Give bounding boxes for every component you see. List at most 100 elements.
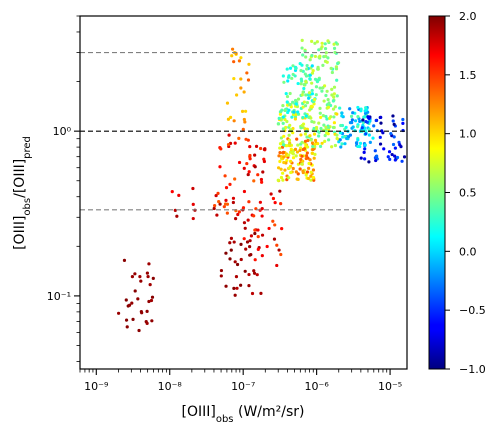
scatter-point [287, 133, 291, 137]
x-tick-label: 10⁻⁷ [231, 380, 255, 393]
scatter-point [279, 252, 283, 257]
scatter-point [124, 318, 129, 322]
scatter-point [277, 116, 281, 120]
scatter-point [296, 110, 300, 114]
scatter-point [289, 147, 293, 151]
scatter-point [343, 142, 347, 146]
scatter-point [239, 242, 243, 246]
scatter-point [288, 66, 293, 70]
scatter-point [300, 46, 304, 50]
scatter-point [237, 210, 241, 214]
scatter-point [281, 121, 285, 125]
scatter-point [317, 121, 321, 125]
scatter-point [216, 191, 220, 196]
x-axis-ticks: 10⁻⁹ 10⁻⁸ 10⁻⁷ 10⁻⁶ 10⁻⁵ [79, 369, 402, 393]
scatter-point [234, 275, 239, 279]
scatter-point [339, 123, 343, 128]
scatter-point [260, 207, 264, 211]
scatter-point [284, 91, 288, 96]
scatter-point [232, 60, 236, 64]
scatter-point [327, 101, 331, 105]
scatter-point [316, 142, 320, 146]
scatter-point [283, 168, 287, 172]
scatter-point [242, 221, 247, 225]
scatter-point [289, 128, 293, 132]
scatter-point [299, 157, 303, 161]
y-tick-label: 10⁻¹ [47, 290, 71, 303]
scatter-point [373, 149, 377, 153]
scatter-point [311, 69, 315, 73]
scatter-point [218, 165, 222, 169]
scatter-point [248, 153, 252, 158]
scatter-point [145, 271, 149, 275]
scatter-point [312, 126, 316, 131]
scatter-point [230, 47, 235, 51]
scatter-point [259, 177, 264, 182]
scatter-point [300, 93, 304, 97]
scatter-point [329, 115, 333, 119]
scatter-point [309, 178, 313, 182]
scatter-point [191, 202, 195, 206]
scatter-point [246, 218, 250, 222]
scatter-point [335, 112, 339, 116]
scatter-point [305, 63, 309, 68]
scatter-point [306, 145, 310, 149]
scatter-point [305, 135, 309, 139]
scatter-point [233, 260, 237, 264]
scatter-point [237, 136, 241, 140]
scatter-point [291, 100, 295, 104]
scatter-point [301, 53, 305, 57]
scatter-point [239, 86, 243, 90]
scatter-point [293, 117, 297, 121]
scatter-point [326, 105, 331, 109]
scatter-point [239, 77, 243, 81]
scatter-point [213, 204, 217, 208]
scatter-point [285, 158, 289, 163]
scatter-point [329, 66, 333, 70]
scatter-point [363, 115, 367, 119]
scatter-point [379, 121, 383, 125]
scatter-point [363, 111, 368, 115]
scatter-point [278, 189, 282, 193]
scatter-point [378, 115, 382, 120]
scatter-point [310, 104, 314, 108]
scatter-point [283, 108, 287, 113]
scatter-point [332, 85, 337, 89]
scatter-point [253, 165, 257, 169]
scatter-point [261, 170, 265, 174]
scatter-point [391, 142, 396, 147]
scatter-point [310, 39, 314, 43]
scatter-point [280, 227, 284, 231]
scatter-point [355, 141, 359, 145]
scatter-point [242, 90, 246, 94]
y-tick-label: 10⁰ [53, 125, 72, 138]
scatter-point [310, 141, 315, 145]
scatter-point [286, 79, 290, 83]
scatter-point [253, 258, 257, 262]
scatter-point [285, 100, 289, 104]
scatter-point [313, 142, 317, 146]
scatter-point [360, 126, 364, 130]
scatter-point [336, 61, 340, 66]
scatter-point [133, 289, 137, 293]
scatter-point [382, 147, 386, 151]
scatter-point [148, 283, 152, 287]
scatter-point [358, 119, 362, 123]
scatter-point [276, 122, 281, 126]
scatter-point [349, 114, 354, 118]
scatter-point [287, 176, 291, 180]
scatter-point [324, 51, 328, 55]
scatter-point [247, 62, 251, 66]
scatter-point [232, 119, 236, 123]
scatter-point [332, 92, 336, 96]
scatter-point [224, 251, 228, 255]
x-tick-label: 10⁻⁹ [84, 380, 108, 393]
scatter-point [292, 110, 296, 114]
colorbar-tick-label: 1.5 [459, 69, 477, 82]
scatter-point [290, 76, 294, 80]
scatter-point [239, 56, 243, 60]
scatter-point [237, 160, 242, 165]
scatter-point [259, 146, 263, 151]
scatter-point [363, 143, 367, 147]
scatter-point [281, 127, 285, 131]
